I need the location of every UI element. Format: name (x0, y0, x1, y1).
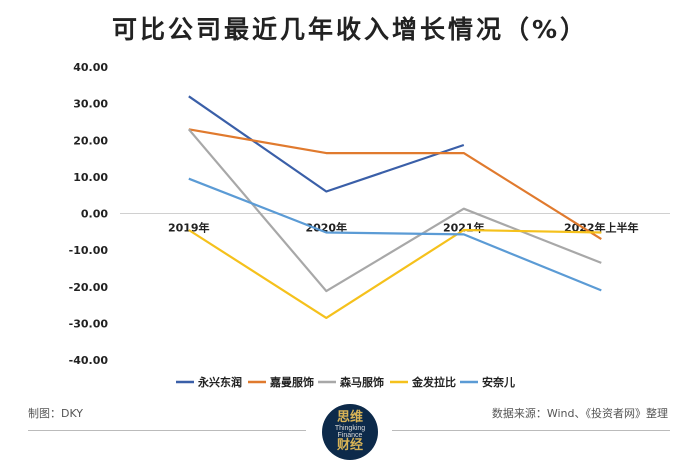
series-line-2 (188, 128, 602, 241)
brand-logo: 思维 Thingking Finance 财经 (322, 404, 378, 460)
series-line-1 (188, 95, 465, 193)
x-tick-label: 2019年 (168, 221, 210, 235)
y-tick-label: -10.00 (69, 244, 109, 257)
y-tick-label: 20.00 (73, 134, 108, 147)
y-tick-label: 30.00 (73, 98, 108, 111)
logo-text-top: 思维 (336, 410, 363, 426)
legend-label: 嘉曼服饰 (269, 375, 314, 389)
chart-credit: 制图：DKY (28, 407, 84, 420)
y-tick-label: -40.00 (69, 354, 109, 367)
chart-title: 可比公司最近几年收入增长情况（%） (111, 15, 589, 44)
x-tick-label: 2022年上半年 (564, 221, 639, 235)
y-tick-label: -20.00 (69, 281, 109, 294)
series-line-5 (188, 177, 602, 292)
logo-text-bottom: 财经 (336, 438, 363, 454)
series-lines (187, 95, 602, 319)
y-tick-label: 10.00 (73, 171, 108, 184)
legend-label: 森马服饰 (340, 375, 384, 389)
footer-divider-right (392, 430, 670, 431)
data-source: 数据来源：Wind、《投资者网》整理 (491, 407, 668, 420)
footer-divider-left (28, 430, 306, 431)
series-line-3 (187, 128, 602, 293)
legend-label: 永兴东润 (197, 375, 242, 389)
line-chart: 40.00 30.00 20.00 10.00 0.00 -10.00 -20.00 -30.… (69, 61, 670, 389)
x-tick-label: 2020年 (305, 221, 347, 235)
y-tick-label: 40.00 (73, 61, 108, 74)
legend: 永兴东润 嘉曼服饰 森马服饰 金发拉比 安奈儿 (176, 375, 515, 389)
x-tick-label: 2021年 (443, 221, 485, 235)
y-tick-label: 0.00 (81, 208, 108, 221)
logo-text-en-1: Thingking (334, 424, 366, 432)
y-axis-ticks: 40.00 30.00 20.00 10.00 0.00 -10.00 -20.00 -30.… (69, 61, 109, 367)
legend-label: 金发拉比 (411, 375, 456, 389)
y-tick-label: -30.00 (69, 317, 109, 330)
series-line-4 (188, 228, 602, 319)
logo-text-en-2: Finance (337, 432, 363, 439)
legend-label: 安奈儿 (482, 375, 515, 389)
